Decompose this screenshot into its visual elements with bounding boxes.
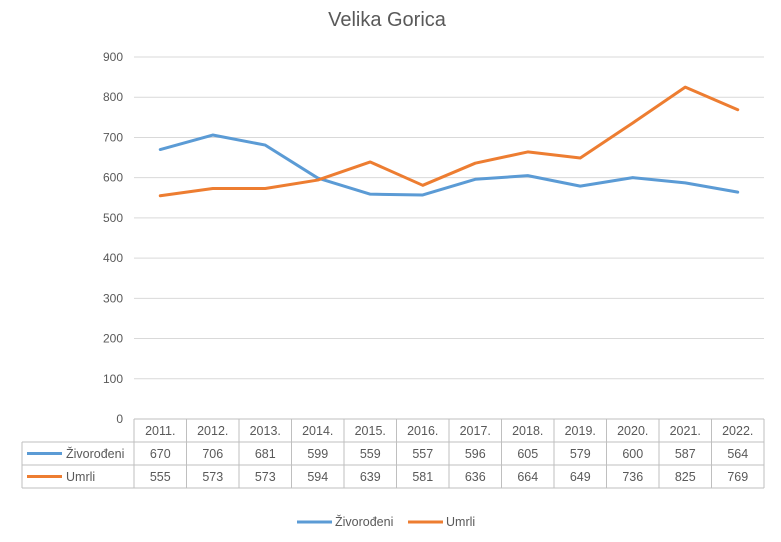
data-label: 573 [202,470,223,484]
x-tick-label: 2022. [722,424,753,438]
data-label: 681 [255,447,276,461]
series-lines [158,85,740,198]
data-label: 769 [727,470,748,484]
data-label: 605 [517,447,538,461]
y-tick-label: 300 [103,291,123,305]
data-label: 594 [307,470,328,484]
data-label: 559 [360,447,381,461]
x-tick-label: 2018. [512,424,543,438]
data-label: 599 [307,447,328,461]
data-label: 573 [255,470,276,484]
data-label: 555 [150,470,171,484]
data-label: 670 [150,447,171,461]
x-tick-label: 2015. [355,424,386,438]
y-tick-label: 900 [103,50,123,64]
y-tick-label: 400 [103,251,123,265]
x-tick-label: 2012. [197,424,228,438]
x-tick-label: 2020. [617,424,648,438]
data-label: 706 [202,447,223,461]
x-tick-label: 2013. [250,424,281,438]
gridlines [134,56,764,380]
data-label: 557 [412,447,433,461]
legend: Živorođeni Umrli [297,514,475,529]
data-table: 2011. 2012. 2013. 2014. 2015. 2016. 2017. 2018.… [21,418,765,489]
x-tick-label: 2011. [145,424,175,438]
data-label: 587 [675,447,696,461]
chart-title: Velika Gorica [328,9,447,31]
legend-label: Živorođeni [335,514,393,529]
data-label: 564 [727,447,748,461]
x-tick-label: 2014. [302,424,333,438]
table-series-name: Umrli [66,470,95,484]
data-label: 596 [465,447,486,461]
series-line [158,133,740,197]
data-label: 639 [360,470,381,484]
data-label: 600 [622,447,643,461]
data-label: 825 [675,470,696,484]
y-tick-label: 0 [116,412,123,426]
series-line [158,85,740,198]
y-tick-label: 600 [103,171,123,185]
data-label: 579 [570,447,591,461]
data-label: 664 [517,470,538,484]
legend-label: Umrli [446,515,475,529]
x-tick-label: 2021. [670,424,701,438]
data-label: 736 [622,470,643,484]
x-tick-label: 2016. [407,424,438,438]
data-label: 649 [570,470,591,484]
data-label: 581 [412,470,433,484]
x-tick-label: 2017. [460,424,491,438]
y-tick-label: 100 [103,372,123,386]
y-tick-label: 700 [103,130,123,144]
data-label: 636 [465,470,486,484]
y-tick-label: 800 [103,90,123,104]
y-tick-label: 500 [103,211,123,225]
y-axis: 0 100 200 300 400 500 600 700 800 900 [103,50,123,426]
table-series-name: Živorođeni [66,446,124,461]
y-tick-label: 200 [103,332,123,346]
x-tick-label: 2019. [565,424,596,438]
